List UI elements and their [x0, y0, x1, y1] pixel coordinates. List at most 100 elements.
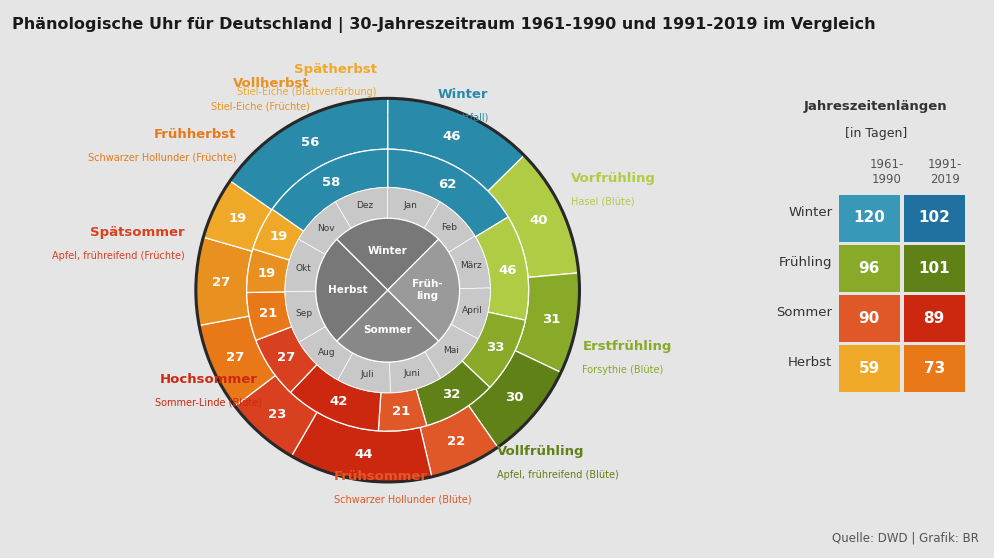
- Wedge shape: [451, 288, 490, 339]
- Text: März: März: [460, 261, 482, 270]
- Text: Apfel, frühreifend (Blüte): Apfel, frühreifend (Blüte): [497, 470, 619, 480]
- Wedge shape: [337, 218, 438, 290]
- Text: 32: 32: [441, 388, 460, 401]
- Text: Frühsommer: Frühsommer: [334, 470, 428, 483]
- Text: 1991-
2019: 1991- 2019: [927, 158, 962, 186]
- Wedge shape: [335, 187, 388, 228]
- Text: 27: 27: [213, 276, 231, 289]
- Wedge shape: [488, 156, 579, 277]
- Wedge shape: [424, 324, 478, 378]
- Text: 73: 73: [923, 361, 945, 376]
- Text: 22: 22: [446, 435, 465, 449]
- Wedge shape: [204, 181, 271, 251]
- Wedge shape: [285, 291, 326, 342]
- Text: 27: 27: [277, 351, 295, 364]
- Wedge shape: [379, 389, 426, 431]
- Text: Sommer: Sommer: [363, 325, 413, 335]
- Wedge shape: [272, 149, 388, 231]
- Text: 56: 56: [301, 136, 320, 149]
- Text: 59: 59: [859, 361, 880, 376]
- Text: 19: 19: [269, 230, 287, 243]
- Wedge shape: [448, 236, 490, 288]
- Text: Winter: Winter: [368, 246, 408, 256]
- Text: Forsythie (Blüte): Forsythie (Blüte): [582, 365, 664, 375]
- Text: Jahreszeitenlängen: Jahreszeitenlängen: [804, 100, 947, 113]
- Wedge shape: [388, 239, 459, 341]
- Text: Vollfrühling: Vollfrühling: [497, 445, 584, 458]
- Text: Frühling: Frühling: [779, 256, 832, 269]
- Text: 90: 90: [859, 311, 880, 326]
- Text: Frühherbst: Frühherbst: [154, 128, 237, 141]
- FancyBboxPatch shape: [904, 245, 964, 292]
- Wedge shape: [462, 312, 526, 387]
- Text: 23: 23: [268, 408, 286, 421]
- FancyBboxPatch shape: [839, 345, 900, 392]
- Wedge shape: [337, 290, 438, 362]
- Text: Apfel, frühreifend (Früchte): Apfel, frühreifend (Früchte): [53, 251, 185, 261]
- Text: 19: 19: [257, 267, 276, 280]
- Wedge shape: [247, 292, 292, 340]
- Wedge shape: [291, 412, 431, 482]
- Wedge shape: [468, 350, 561, 448]
- Text: Herbst: Herbst: [328, 285, 368, 295]
- Wedge shape: [388, 149, 508, 237]
- Wedge shape: [388, 187, 440, 228]
- FancyBboxPatch shape: [904, 195, 964, 242]
- Wedge shape: [290, 364, 381, 431]
- Text: Phänologische Uhr für Deutschland | 30-Jahreszeitraum 1961-1990 und 1991-2019 im: Phänologische Uhr für Deutschland | 30-J…: [12, 17, 876, 33]
- Wedge shape: [252, 209, 303, 260]
- Text: 44: 44: [354, 448, 373, 461]
- Text: Sep: Sep: [295, 309, 312, 318]
- Text: 46: 46: [499, 263, 517, 277]
- Text: 96: 96: [859, 261, 880, 276]
- Text: Spätsommer: Spätsommer: [90, 227, 185, 239]
- Text: Dez: Dez: [356, 201, 374, 210]
- Text: Sommer: Sommer: [776, 306, 832, 319]
- Text: Erstfrühling: Erstfrühling: [582, 340, 672, 353]
- Text: Spätherbst: Spätherbst: [294, 62, 377, 76]
- Text: 30: 30: [506, 391, 524, 404]
- Text: 102: 102: [918, 210, 950, 225]
- Text: Aug: Aug: [318, 348, 335, 357]
- Text: 19: 19: [229, 212, 247, 225]
- Text: Vollherbst: Vollherbst: [234, 78, 310, 90]
- Text: 58: 58: [322, 176, 341, 189]
- Wedge shape: [515, 273, 580, 372]
- Text: Sommer-Linde (Blüte): Sommer-Linde (Blüte): [155, 397, 261, 407]
- Text: Vorfrühling: Vorfrühling: [571, 172, 655, 185]
- FancyBboxPatch shape: [839, 245, 900, 292]
- Text: Winter: Winter: [788, 205, 832, 219]
- Text: Herbst: Herbst: [788, 356, 832, 369]
- Wedge shape: [475, 217, 529, 320]
- Wedge shape: [388, 98, 524, 191]
- Wedge shape: [420, 406, 498, 477]
- Text: [in Tagen]: [in Tagen]: [845, 127, 907, 140]
- Text: 120: 120: [853, 210, 885, 225]
- Text: April: April: [462, 306, 483, 315]
- Wedge shape: [285, 239, 325, 291]
- Text: Hochsommer: Hochsommer: [159, 373, 257, 386]
- Text: 40: 40: [530, 214, 548, 227]
- Text: Hasel (Blüte): Hasel (Blüte): [571, 197, 634, 207]
- Wedge shape: [247, 249, 289, 292]
- FancyBboxPatch shape: [839, 195, 900, 242]
- Text: 46: 46: [442, 130, 461, 143]
- Wedge shape: [390, 352, 440, 393]
- Text: Jan: Jan: [404, 201, 417, 210]
- Text: Mai: Mai: [443, 346, 459, 355]
- Text: 42: 42: [330, 395, 348, 408]
- Text: Nov: Nov: [317, 224, 334, 233]
- Text: Winter: Winter: [437, 88, 488, 102]
- FancyBboxPatch shape: [839, 295, 900, 342]
- Text: 33: 33: [486, 341, 505, 354]
- Wedge shape: [235, 376, 317, 456]
- Text: Feb: Feb: [440, 223, 456, 232]
- Text: 21: 21: [392, 405, 410, 418]
- Text: 101: 101: [918, 261, 950, 276]
- Text: Stiel-Eiche (Blattverfärbung): Stiel-Eiche (Blattverfärbung): [238, 87, 377, 97]
- Wedge shape: [299, 326, 353, 380]
- Text: 62: 62: [438, 177, 456, 190]
- Text: 27: 27: [227, 351, 245, 364]
- Wedge shape: [416, 361, 490, 426]
- Text: Stiel-Eiche (Früchte): Stiel-Eiche (Früchte): [211, 102, 310, 112]
